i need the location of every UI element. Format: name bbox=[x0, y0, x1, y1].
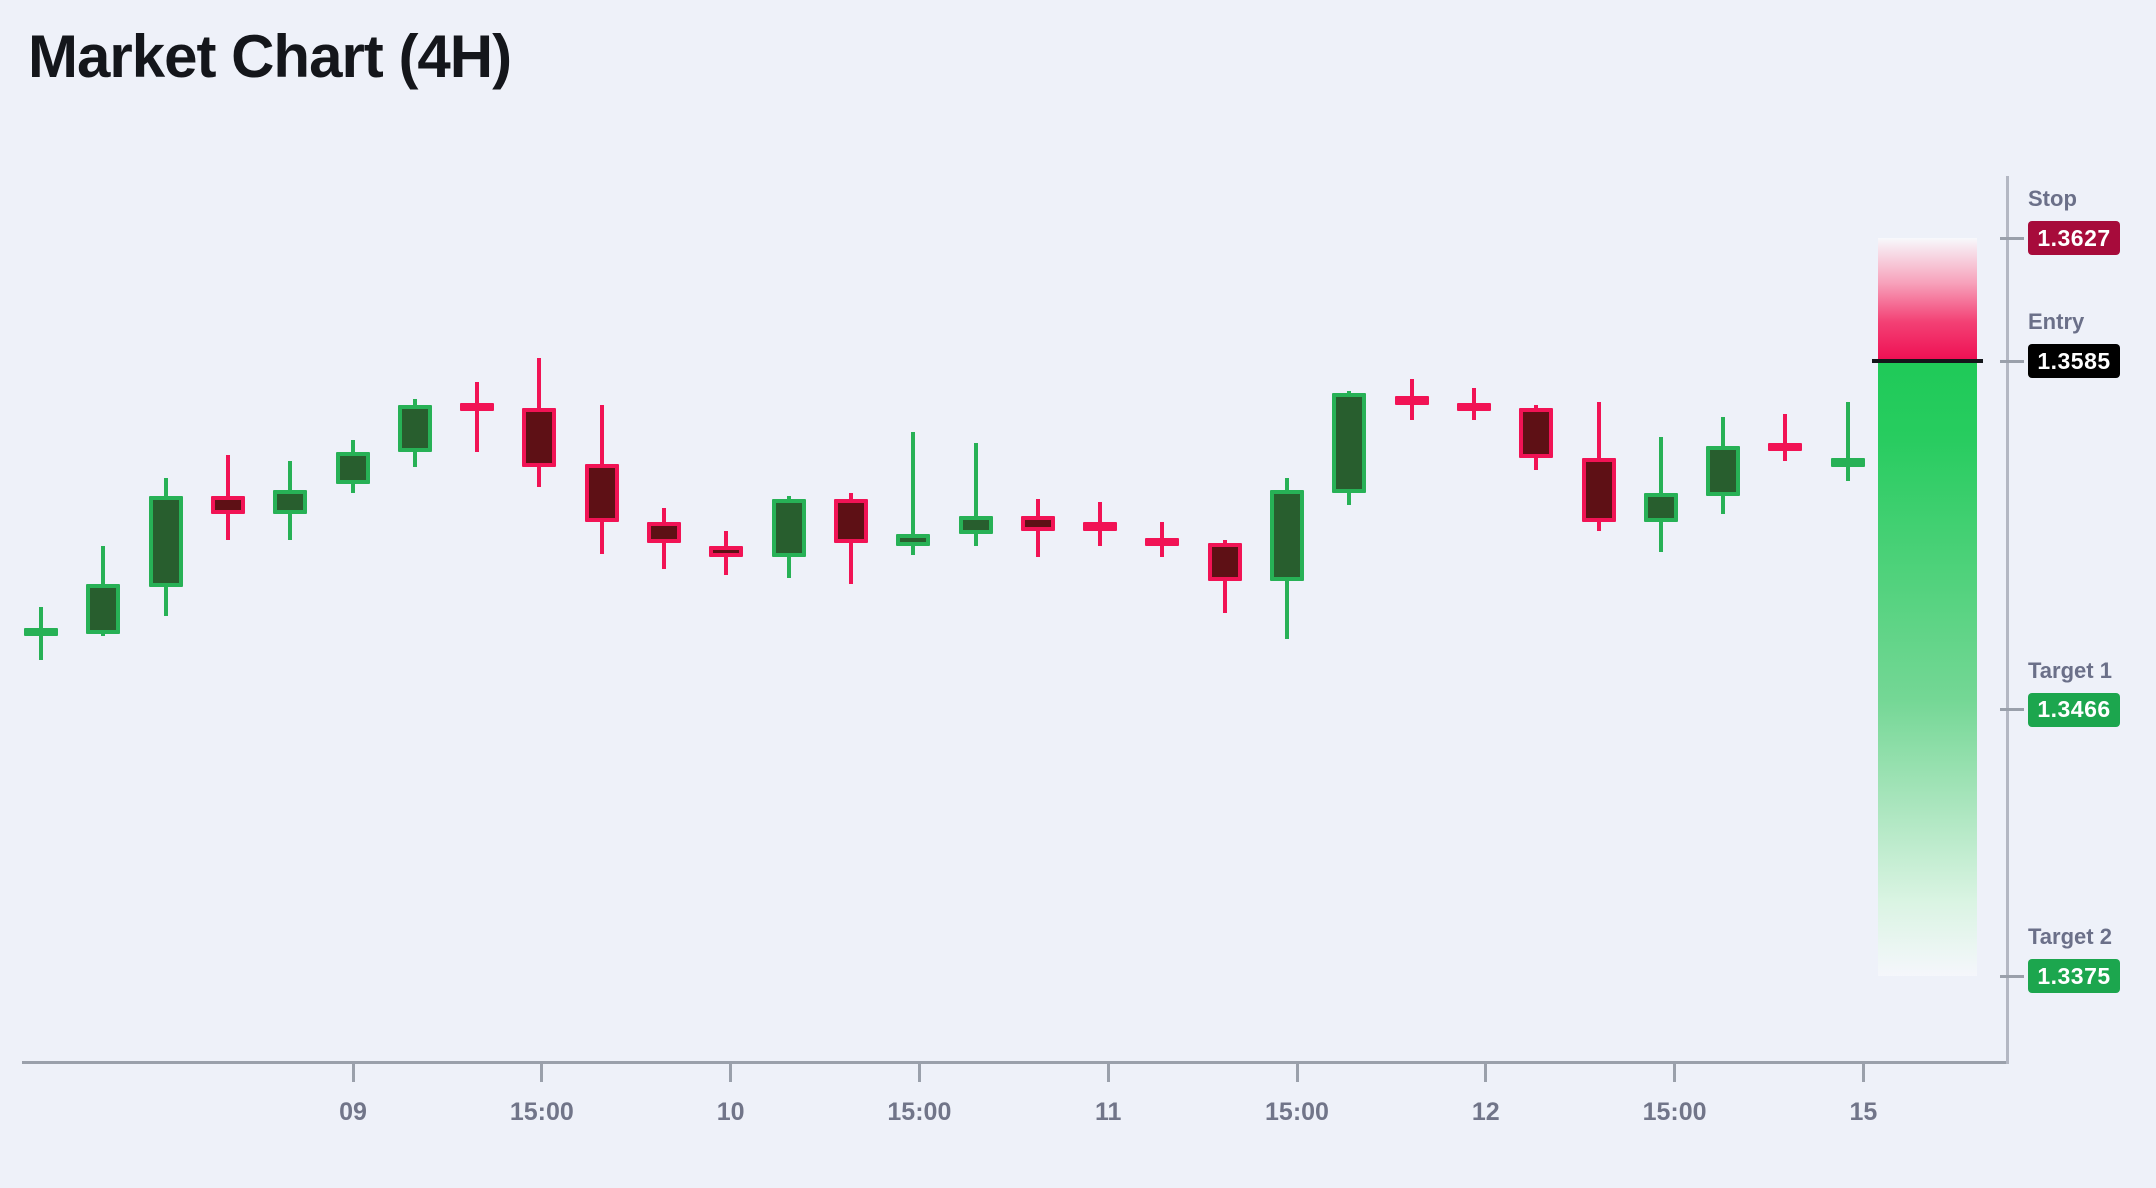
candle-body bbox=[1706, 446, 1741, 496]
candle-body bbox=[1270, 490, 1304, 581]
candle-body bbox=[86, 583, 121, 634]
candle-body bbox=[647, 522, 681, 543]
candle-wick bbox=[973, 443, 978, 546]
candle-body bbox=[522, 408, 557, 467]
candle-body bbox=[148, 495, 183, 587]
candle-body bbox=[210, 495, 245, 514]
x-axis-tick bbox=[540, 1064, 544, 1082]
candle-body bbox=[397, 405, 432, 453]
x-axis-tick-label: 15 bbox=[1849, 1098, 1878, 1126]
target-2-label: Target 2 bbox=[2028, 924, 2112, 950]
x-axis-tick-label: 15:00 bbox=[1265, 1098, 1329, 1126]
candle-wick bbox=[475, 381, 480, 453]
candle-body bbox=[958, 516, 993, 534]
x-axis-tick-label: 15:00 bbox=[1642, 1098, 1707, 1126]
y-axis-line bbox=[2006, 176, 2009, 1064]
reward-zone-gradient bbox=[1878, 361, 1977, 977]
target-2-axis-tick bbox=[2000, 974, 2024, 978]
candle-body bbox=[460, 403, 495, 412]
candle-body bbox=[335, 452, 370, 485]
target-2-price-badge[interactable]: 1.3375 bbox=[2028, 959, 2120, 994]
candle-body bbox=[1332, 393, 1367, 494]
candle-wick bbox=[1845, 402, 1850, 482]
stop-axis-tick bbox=[2000, 236, 2024, 240]
candle-body bbox=[1207, 542, 1242, 581]
entry-axis-tick bbox=[2000, 359, 2024, 363]
entry-price-line bbox=[1872, 359, 1983, 364]
x-axis-tick bbox=[1295, 1064, 1299, 1082]
candle-body bbox=[1768, 442, 1803, 451]
x-axis-tick-label: 15:00 bbox=[887, 1098, 952, 1126]
x-axis-tick bbox=[1484, 1064, 1488, 1082]
page-title: Market Chart (4H) bbox=[28, 23, 512, 90]
stop-label: Stop bbox=[2028, 186, 2077, 212]
x-axis-tick bbox=[729, 1064, 733, 1082]
entry-label: Entry bbox=[2028, 309, 2085, 335]
x-axis-tick bbox=[1106, 1064, 1110, 1082]
candle-body bbox=[1083, 522, 1118, 532]
x-axis-tick bbox=[1861, 1064, 1865, 1082]
candle-body bbox=[1519, 408, 1554, 458]
candle-body bbox=[1145, 537, 1180, 546]
x-axis-tick bbox=[1673, 1064, 1677, 1082]
entry-price-badge[interactable]: 1.3585 bbox=[2028, 344, 2120, 379]
x-axis-tick-label: 09 bbox=[339, 1098, 367, 1126]
target-1-label: Target 1 bbox=[2028, 657, 2112, 683]
x-axis-tick-label: 11 bbox=[1094, 1098, 1122, 1126]
stop-price-badge[interactable]: 1.3627 bbox=[2028, 221, 2120, 256]
x-axis-tick bbox=[351, 1064, 355, 1082]
risk-zone-gradient bbox=[1878, 238, 1977, 362]
candle-body bbox=[1830, 457, 1865, 467]
candle-body bbox=[709, 545, 744, 558]
candle-body bbox=[1581, 457, 1616, 523]
candle-body bbox=[1456, 403, 1491, 412]
candle-body bbox=[896, 534, 931, 546]
x-axis-line bbox=[22, 1061, 2009, 1064]
candle-body bbox=[584, 463, 619, 523]
candle-body bbox=[1394, 396, 1429, 406]
candle-body bbox=[771, 498, 806, 558]
candle-wick bbox=[1783, 413, 1788, 461]
candle-body bbox=[273, 490, 308, 514]
x-axis-tick bbox=[917, 1064, 921, 1082]
x-axis-tick-label: 15:00 bbox=[509, 1098, 574, 1126]
candle-body bbox=[1020, 516, 1055, 532]
x-axis-tick-label: 10 bbox=[716, 1098, 745, 1126]
candle-body bbox=[24, 627, 58, 637]
target-1-price-badge[interactable]: 1.3466 bbox=[2028, 692, 2120, 727]
candle-body bbox=[833, 498, 868, 543]
x-axis-tick-label: 12 bbox=[1471, 1098, 1500, 1126]
candle-wick bbox=[911, 431, 916, 555]
target-1-axis-tick bbox=[2000, 708, 2024, 712]
candle-body bbox=[1643, 493, 1678, 523]
